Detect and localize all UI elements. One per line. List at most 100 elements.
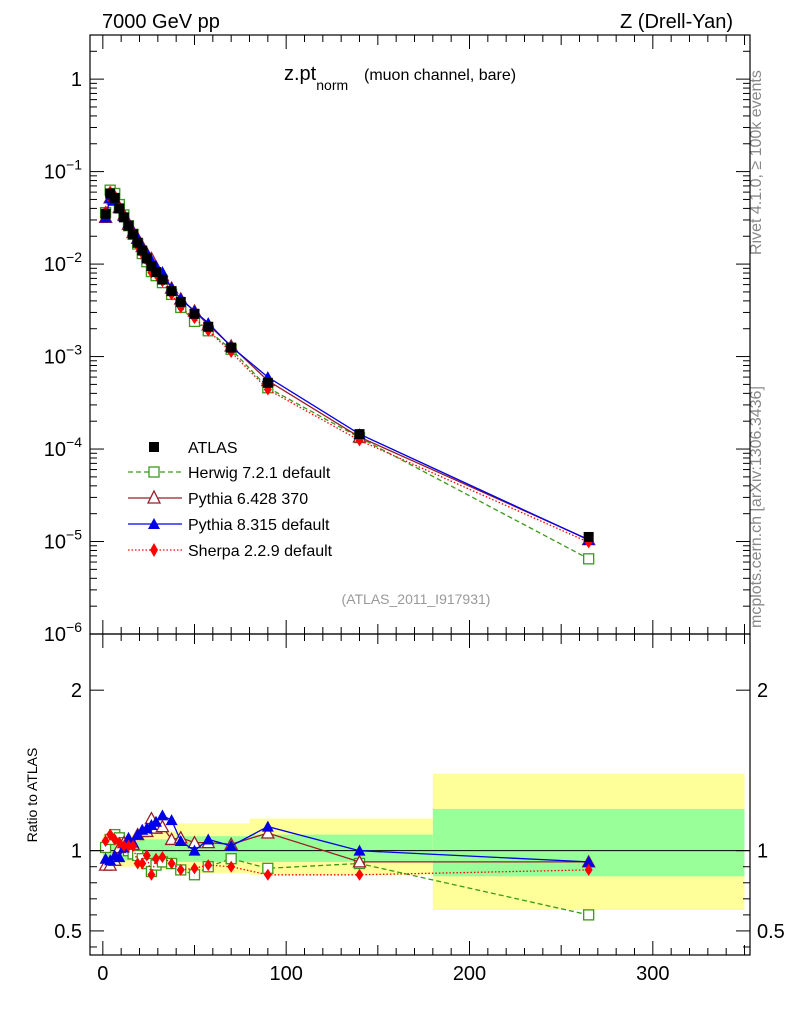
- point-data: [157, 274, 168, 285]
- ratio-point-pythia8: [156, 809, 169, 821]
- point-data: [132, 237, 143, 248]
- ratio-y-tick-label-right: 2: [757, 680, 768, 702]
- legend-marker-pythia6: [146, 489, 162, 504]
- point-data: [354, 429, 365, 440]
- ratio-point-pythia8: [261, 820, 274, 832]
- legend-marker-atlas: [149, 442, 159, 452]
- ratio-plot-area: 0 100 200 300 0.5 0.5 1 1 2 2: [54, 633, 785, 985]
- point-data: [141, 253, 152, 264]
- y-tick-label: 10−3: [44, 342, 82, 369]
- ratio-point-pythia8: [353, 844, 366, 856]
- point-data: [226, 342, 237, 353]
- point-data: [109, 192, 120, 203]
- ratio-point-pythia8: [582, 855, 595, 867]
- ratio-point-sherpa: [190, 862, 199, 875]
- ratio-band-green: [249, 834, 433, 862]
- point-herwig: [583, 553, 595, 565]
- point-data: [118, 212, 129, 223]
- ratio-y-tick-label: 2: [71, 680, 82, 702]
- y-tick-label: 10−2: [44, 249, 82, 276]
- ratio-point-sherpa: [167, 857, 176, 870]
- point-data: [203, 321, 214, 332]
- point-data: [128, 229, 139, 240]
- legend-entry-atlas: ATLAS: [149, 440, 238, 457]
- series-line-pythia8: [104, 196, 589, 541]
- legend-entry-sherpa: Sherpa 2.2.9 default: [128, 543, 333, 560]
- y-tick-label: 10−1: [44, 157, 82, 184]
- ratio-y-tick-label: 0.5: [54, 921, 82, 943]
- point-data: [137, 245, 148, 256]
- ratio-point-sherpa: [124, 839, 133, 852]
- legend-entry-pythia6: Pythia 6.428 370: [128, 489, 308, 508]
- ratio-point-herwig: [583, 909, 595, 921]
- ratio-point-sherpa: [101, 835, 110, 848]
- ratio-point-sherpa: [119, 839, 128, 852]
- ratio-point-sherpa: [152, 852, 160, 865]
- y-tick-label: 10−4: [44, 434, 82, 461]
- ratio-point-pythia6: [352, 854, 367, 868]
- ratio-point-sherpa: [355, 868, 364, 881]
- ratio-point-sherpa: [204, 859, 213, 872]
- header-right: Z (Drell-Yan): [620, 11, 733, 33]
- legend-label-pythia6: Pythia 6.428 370: [188, 491, 308, 508]
- legend-label-pythia8: Pythia 8.315 default: [188, 517, 330, 534]
- x-tick-label: 300: [636, 963, 669, 985]
- ratio-y-tick-label-right: 1: [757, 841, 768, 863]
- legend-marker-sherpa: [150, 543, 158, 557]
- point-data: [189, 308, 200, 319]
- series-line-herwig: [104, 189, 590, 560]
- point-data: [100, 208, 111, 219]
- analysis-label: (ATLAS_2011_I917931): [342, 591, 491, 607]
- legend-marker-pythia8: [148, 518, 160, 529]
- ratio-point-sherpa: [133, 857, 142, 870]
- series-line-sherpa: [104, 190, 589, 543]
- series-line-pythia6: [104, 196, 589, 541]
- point-data: [166, 286, 177, 297]
- ratio-point-pythia6: [260, 825, 275, 839]
- x-tick-label: 100: [269, 963, 302, 985]
- y-tick-label: 10−5: [44, 527, 82, 554]
- ratio-point-sherpa: [129, 839, 138, 852]
- ratio-point-sherpa: [227, 860, 236, 873]
- main-plot-area: 1 10−1 10−2 10−3 10−4 10−5 10−6: [44, 34, 751, 646]
- point-data: [146, 261, 157, 272]
- ratio-y-tick-label-right: 0.5: [757, 921, 785, 943]
- legend: ATLAS Herwig 7.2.1 default Pythia 6.428 …: [128, 440, 333, 560]
- ratio-point-sherpa: [142, 849, 151, 862]
- y-tick-label: 10−6: [44, 619, 82, 646]
- x-tick-label: 200: [453, 963, 486, 985]
- ratio-point-pythia8: [150, 815, 162, 827]
- ratio-point-sherpa: [176, 863, 185, 876]
- point-data: [583, 531, 594, 542]
- ratio-point-pythia6: [164, 832, 179, 846]
- plot-title: z.ptnorm: [284, 63, 348, 93]
- point-data: [151, 267, 161, 278]
- ratio-point-pythia8: [202, 833, 215, 845]
- point-data: [175, 296, 186, 307]
- rivet-version-label: Rivet 4.1.0, ≥ 100k events: [748, 70, 765, 255]
- ratio-point-pythia8: [188, 844, 201, 856]
- ratio-point-sherpa: [138, 857, 147, 870]
- legend-label-sherpa: Sherpa 2.2.9 default: [188, 543, 333, 560]
- legend-marker-herwig: [148, 466, 160, 478]
- ratio-point-pythia8: [113, 851, 126, 863]
- point-data: [114, 203, 125, 214]
- y-tick-label: 1: [71, 69, 82, 91]
- ratio-point-sherpa: [147, 868, 156, 881]
- point-data: [123, 220, 134, 231]
- ratio-point-pythia8: [225, 839, 238, 851]
- header-left: 7000 GeV pp: [102, 11, 220, 33]
- ratio-point-pythia8: [174, 835, 187, 847]
- mcplots-label: mcplots.cern.ch [arXiv:1306.3436]: [748, 386, 765, 628]
- ratio-point-sherpa: [263, 868, 272, 881]
- ratio-plot-frame: [89, 633, 751, 956]
- x-tick-label: 0: [97, 963, 108, 985]
- legend-label-herwig: Herwig 7.2.1 default: [188, 465, 331, 482]
- ratio-point-sherpa: [158, 851, 167, 864]
- legend-entry-pythia8: Pythia 8.315 default: [128, 517, 330, 534]
- legend-entry-herwig: Herwig 7.2.1 default: [128, 465, 331, 482]
- ratio-point-pythia8: [165, 814, 178, 826]
- ratio-point-sherpa: [584, 863, 593, 876]
- plot-title-suffix: (muon channel, bare): [364, 67, 516, 84]
